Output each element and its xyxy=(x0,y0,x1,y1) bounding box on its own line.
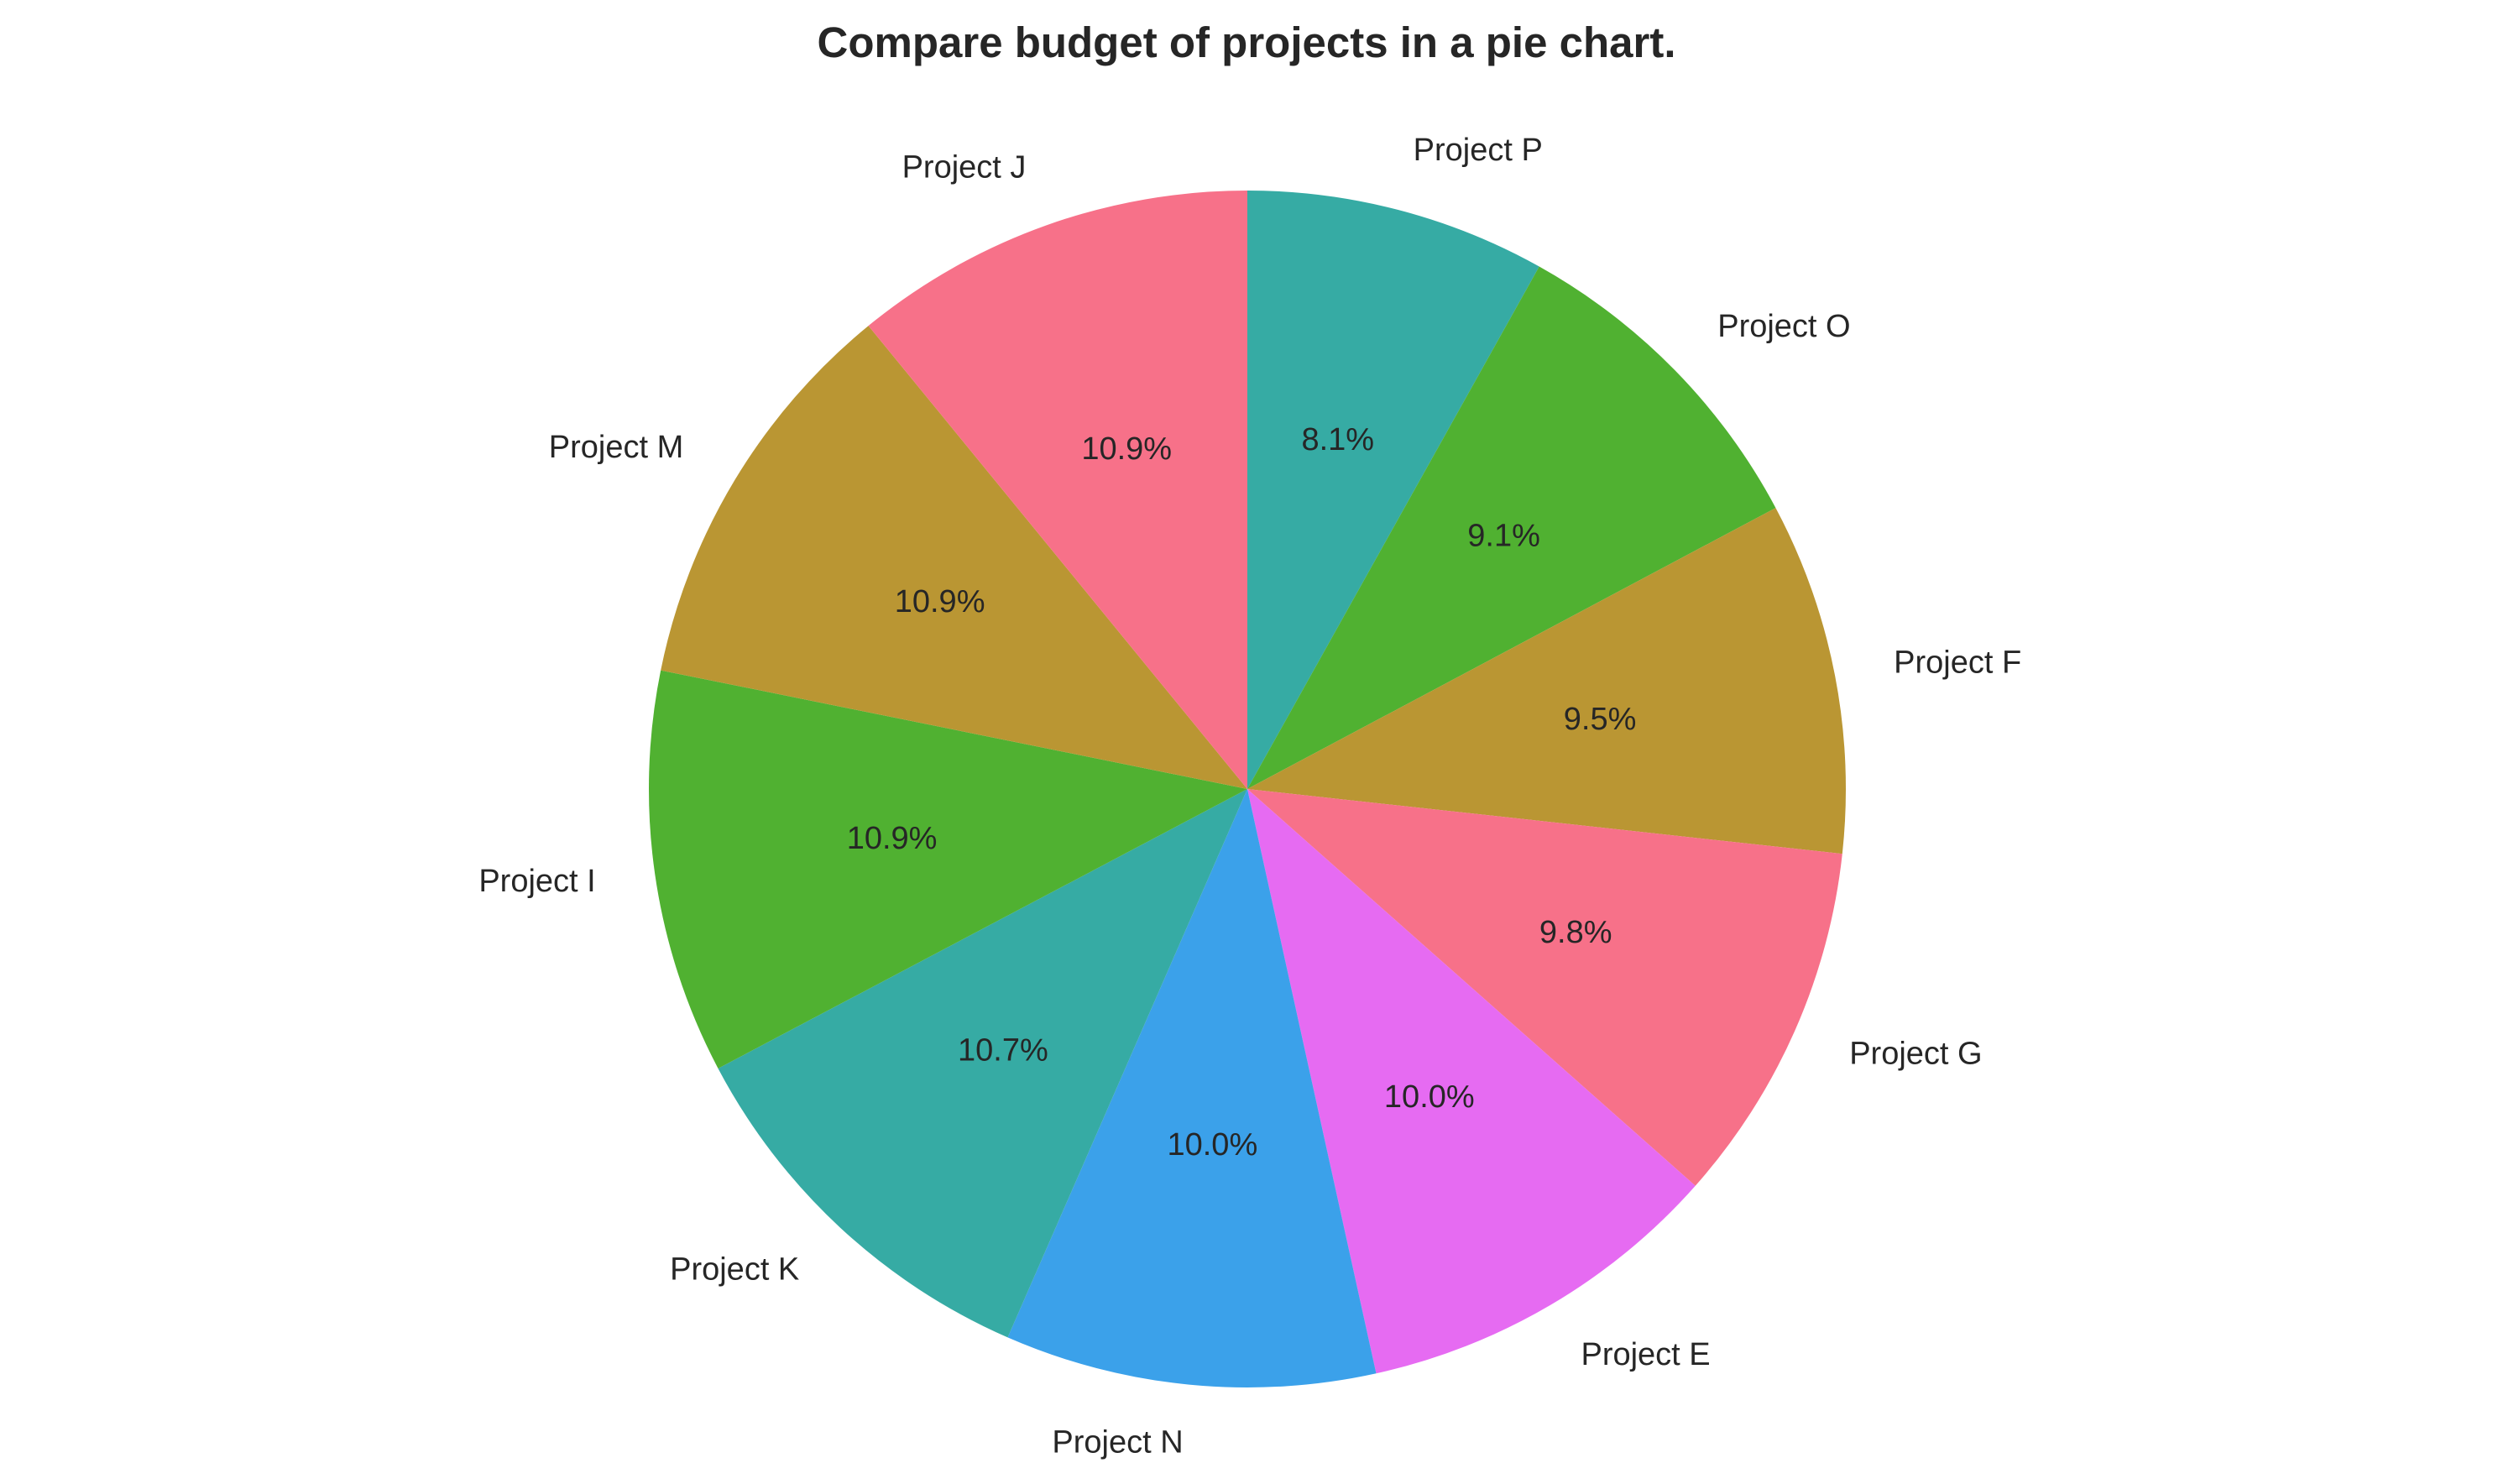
slice-project-o xyxy=(1247,266,1776,790)
pct-label-project-f: 9.5% xyxy=(1564,702,1637,737)
slice-labels: Project P 8.1% Project O 9.1% Project F 9.5% P… xyxy=(478,133,2021,1460)
slice-label-project-f: Project F xyxy=(1894,645,2021,681)
pct-label-project-n: 10.0% xyxy=(1167,1127,1257,1163)
pct-label-project-k: 10.7% xyxy=(958,1033,1048,1069)
slice-project-j xyxy=(868,191,1247,789)
slice-project-i xyxy=(649,670,1247,1069)
slice-label-project-p: Project P xyxy=(1414,133,1543,168)
slice-project-n xyxy=(1007,789,1377,1387)
pct-label-project-m: 10.9% xyxy=(895,584,985,619)
slice-label-project-e: Project E xyxy=(1581,1337,1710,1372)
slice-project-e xyxy=(1247,789,1696,1374)
slice-label-project-i: Project I xyxy=(478,864,595,899)
slice-label-project-j: Project J xyxy=(902,149,1027,185)
slice-label-project-o: Project O xyxy=(1717,309,1850,344)
pct-label-project-g: 9.8% xyxy=(1539,915,1612,950)
pct-label-project-p: 8.1% xyxy=(1301,422,1374,457)
slice-label-project-m: Project M xyxy=(549,430,683,465)
chart-title: Compare budget of projects in a pie char… xyxy=(818,18,1676,66)
slice-project-p xyxy=(1247,191,1539,789)
slice-project-g xyxy=(1247,789,1842,1186)
pct-label-project-i: 10.9% xyxy=(847,821,938,856)
slice-label-project-k: Project K xyxy=(670,1252,799,1288)
slice-project-m xyxy=(661,326,1247,790)
slice-project-f xyxy=(1247,508,1846,854)
slice-label-project-g: Project G xyxy=(1849,1036,1982,1071)
pie-slices xyxy=(649,191,1846,1387)
pct-label-project-j: 10.9% xyxy=(1081,431,1172,467)
slice-label-project-n: Project N xyxy=(1052,1425,1183,1460)
pct-label-project-e: 10.0% xyxy=(1384,1079,1475,1115)
pct-label-project-o: 9.1% xyxy=(1467,519,1540,554)
slice-project-k xyxy=(718,789,1247,1338)
